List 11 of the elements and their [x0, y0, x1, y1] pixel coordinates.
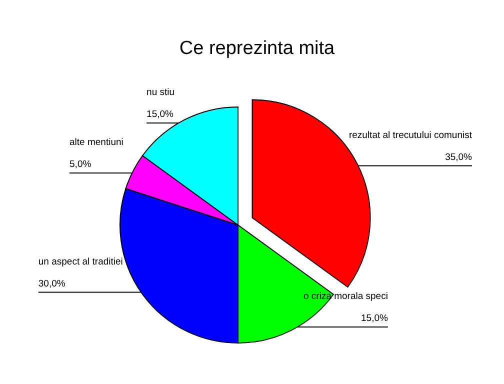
slice-label: un aspect al traditiei	[38, 256, 123, 268]
data-label: 5,0%	[70, 159, 92, 170]
data-label: 35,0%	[445, 152, 473, 163]
slice-label: alte mentiuni	[70, 137, 124, 148]
slice-label: nu stiu	[146, 87, 175, 98]
slice-label: o criza morala speci	[303, 290, 388, 302]
data-label: 15,0%	[361, 312, 389, 324]
chart-title: Ce reprezinta mita	[179, 38, 336, 59]
data-label: 30,0%	[38, 278, 66, 290]
slice-label: rezultat al trecutului comunist	[348, 130, 472, 141]
data-label: 15,0%	[146, 109, 174, 120]
